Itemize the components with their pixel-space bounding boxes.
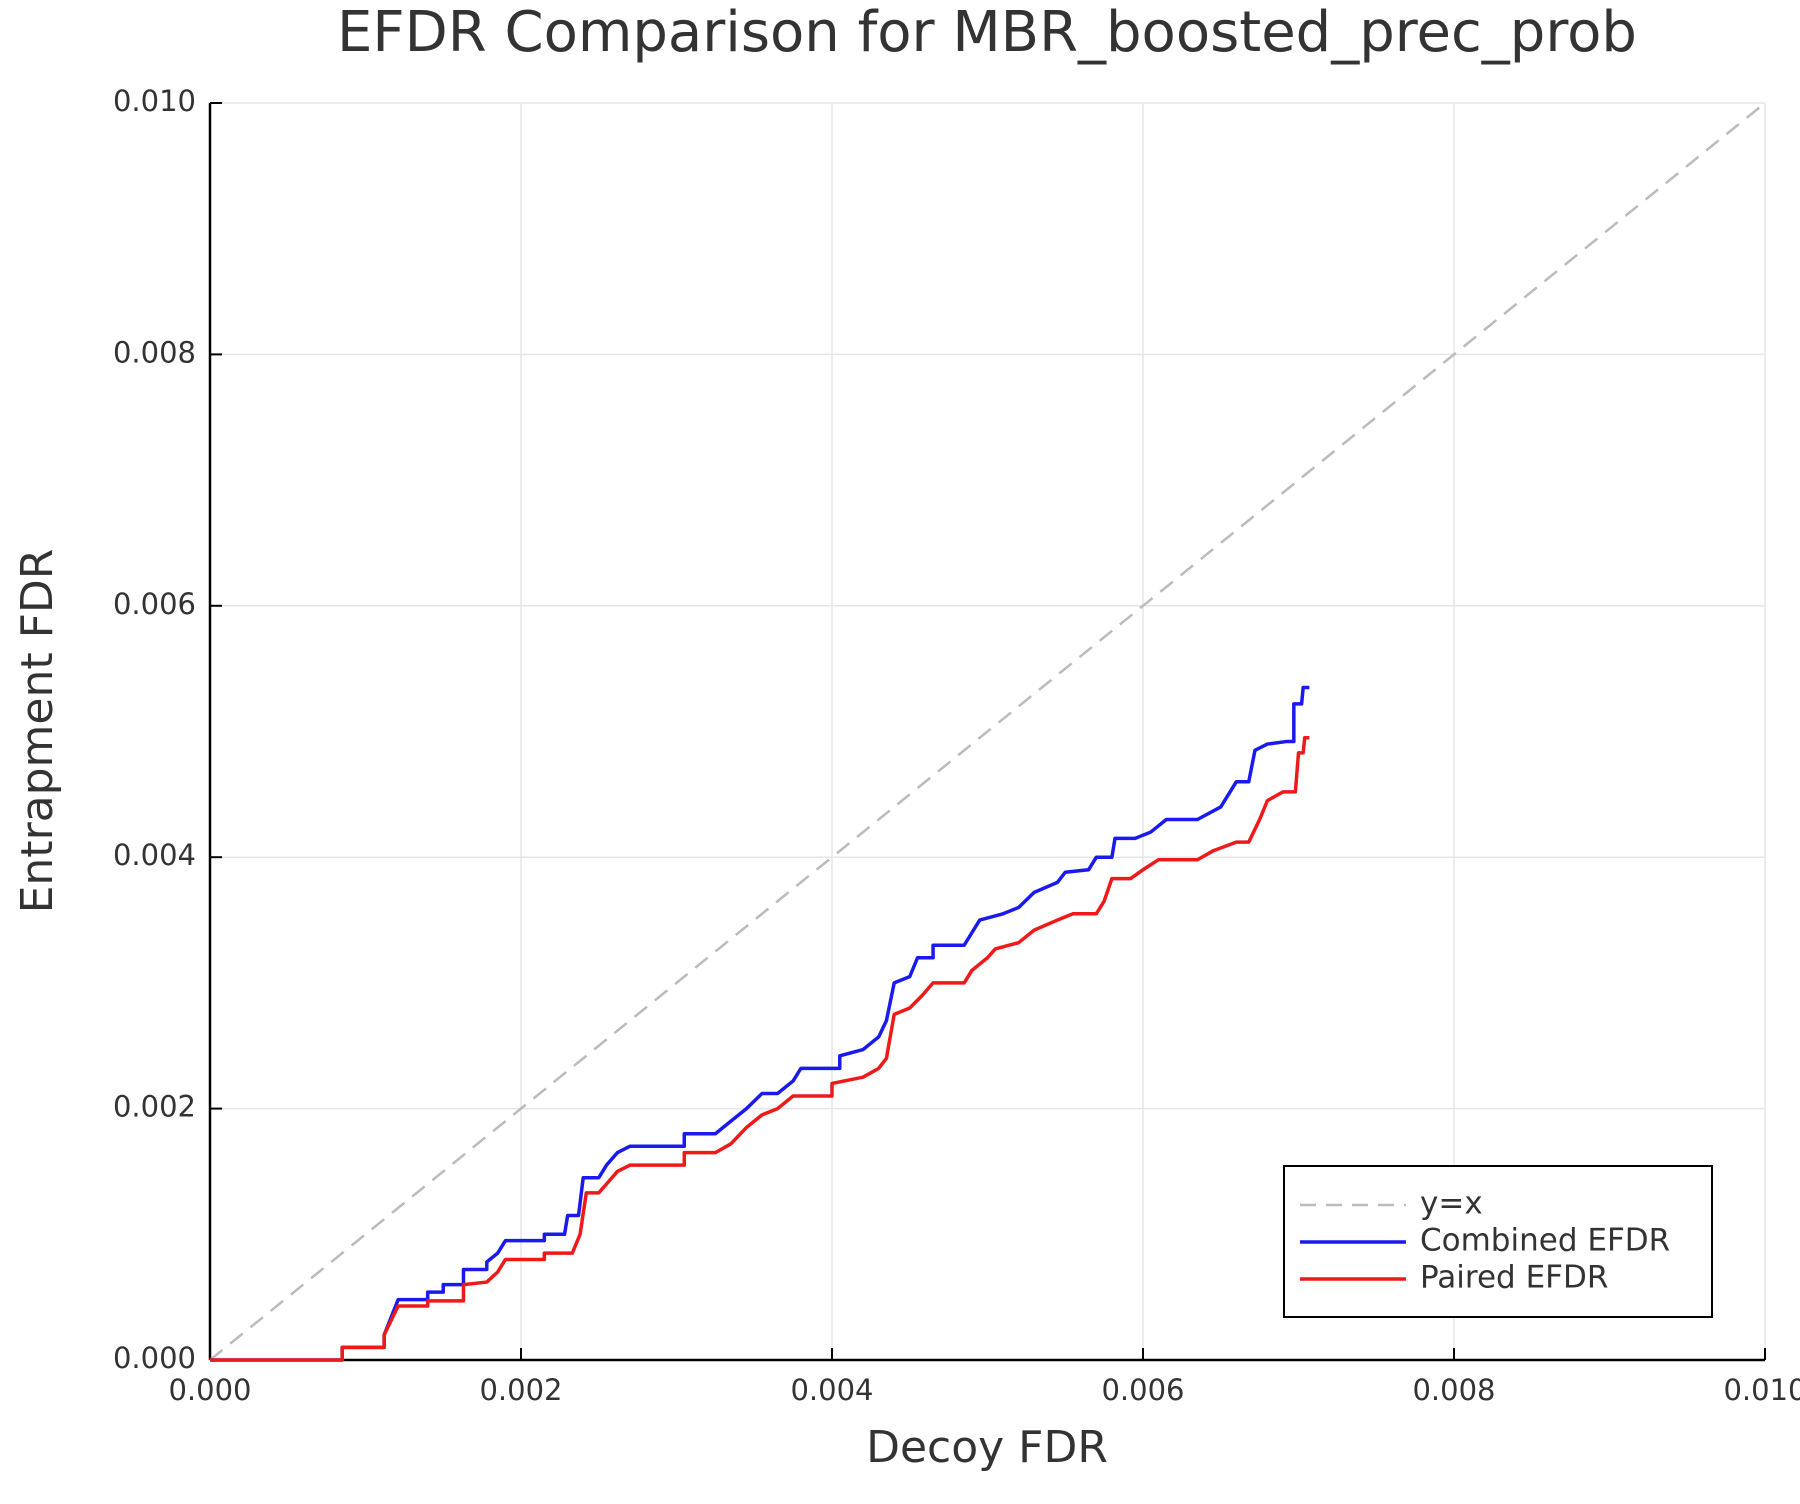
legend-label: Combined EFDR [1420, 1223, 1670, 1259]
x-tick-label: 0.010 [1723, 1373, 1800, 1407]
x-tick-label: 0.008 [1412, 1373, 1495, 1407]
y-tick-label: 0.004 [113, 838, 196, 872]
y-tick-label: 0.010 [113, 84, 196, 118]
y-tick-label: 0.006 [113, 587, 196, 621]
x-tick-label: 0.002 [479, 1373, 562, 1407]
legend-label: y=x [1420, 1186, 1483, 1222]
legend-label: Paired EFDR [1420, 1260, 1608, 1296]
x-tick-label: 0.004 [790, 1373, 873, 1407]
series-line [210, 685, 1310, 1362]
y-tick-label: 0.002 [113, 1090, 196, 1124]
series-line [210, 736, 1310, 1362]
y-axis-label: Entrapment FDR [12, 549, 63, 914]
x-axis-label: Decoy FDR [866, 1422, 1108, 1473]
y-tick-label: 0.008 [113, 335, 196, 369]
x-tick-label: 0.006 [1101, 1373, 1184, 1407]
x-tick-label: 0.000 [168, 1373, 251, 1407]
series-line [209, 102, 1766, 1361]
chart-title: EFDR Comparison for MBR_boosted_prec_pro… [337, 0, 1637, 65]
y-tick-label: 0.000 [113, 1341, 196, 1375]
